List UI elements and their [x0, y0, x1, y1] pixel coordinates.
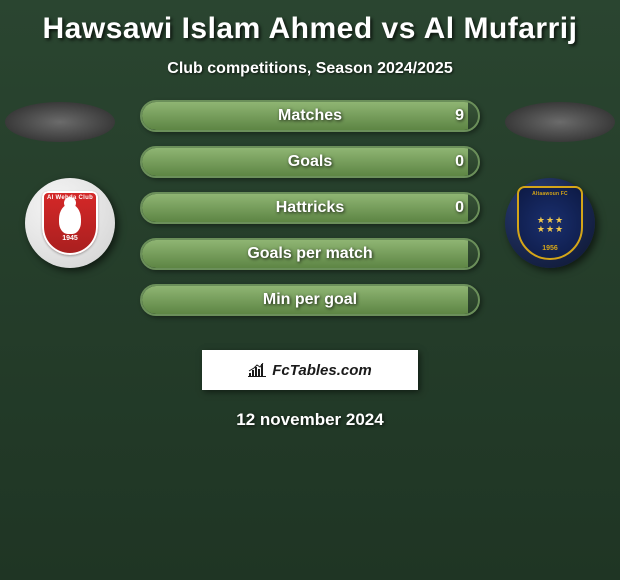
- stat-value: 0: [455, 153, 464, 171]
- brand-box: FcTables.com: [202, 350, 418, 390]
- stars-icon: ★★★ ★★★: [535, 216, 565, 233]
- stat-label: Matches: [142, 107, 478, 125]
- right-club-year: 1956: [542, 245, 558, 252]
- barchart-icon: [248, 363, 266, 377]
- stat-row: Min per goal: [140, 284, 480, 316]
- comparison-panel: Al Wehda Club 1945 Altaawoun FC ★★★ ★★★ …: [0, 100, 620, 440]
- stat-label: Goals per match: [142, 245, 478, 263]
- stat-row: Matches9: [140, 100, 480, 132]
- right-club-name: Altaawoun FC: [532, 191, 568, 197]
- stat-row: Hattricks0: [140, 192, 480, 224]
- shield-icon: Al Wehda Club 1945: [42, 191, 98, 255]
- stat-row: Goals per match: [140, 238, 480, 270]
- right-club-badge: Altaawoun FC ★★★ ★★★ 1956: [505, 178, 595, 268]
- stat-value: 9: [455, 107, 464, 125]
- stat-rows: Matches9Goals0Hattricks0Goals per matchM…: [140, 100, 480, 330]
- stat-row: Goals0: [140, 146, 480, 178]
- brand-text: FcTables.com: [272, 362, 371, 379]
- shield-icon: Altaawoun FC ★★★ ★★★ 1956: [517, 186, 583, 260]
- stat-label: Goals: [142, 153, 478, 171]
- left-club-badge: Al Wehda Club 1945: [25, 178, 115, 268]
- subtitle: Club competitions, Season 2024/2025: [0, 60, 620, 78]
- right-player-oval: [505, 102, 615, 142]
- page-title: Hawsawi Islam Ahmed vs Al Mufarrij: [0, 0, 620, 46]
- player-silhouette-icon: [59, 204, 81, 234]
- stat-label: Min per goal: [142, 291, 478, 309]
- left-club-year: 1945: [62, 235, 78, 242]
- left-player-oval: [5, 102, 115, 142]
- stat-label: Hattricks: [142, 199, 478, 217]
- date-text: 12 november 2024: [0, 410, 620, 430]
- stat-value: 0: [455, 199, 464, 217]
